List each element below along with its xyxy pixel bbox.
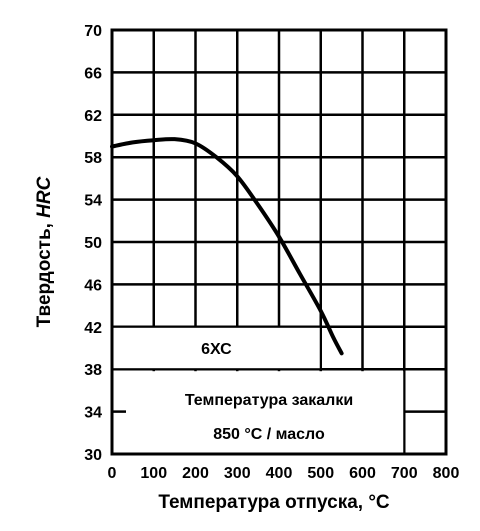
- x-axis-title: Температура отпуска, °С: [158, 492, 390, 513]
- x-tick-label-100: 100: [140, 465, 167, 482]
- x-tick-label-800: 800: [433, 465, 460, 482]
- x-tick-labels: 0 100 200 300 400 500 600 700 800: [108, 465, 460, 482]
- y-tick-label-70: 70: [84, 23, 102, 40]
- x-tick-label-300: 300: [224, 465, 251, 482]
- x-tick-label-400: 400: [266, 465, 293, 482]
- y-tick-label-58: 58: [84, 150, 102, 167]
- y-tick-label-34: 34: [84, 405, 102, 422]
- legend: 6ХС: [111, 325, 322, 371]
- y-axis-title-prefix: Твердость,: [34, 218, 55, 328]
- plot-frame: [110, 28, 448, 456]
- y-tick-label-30: 30: [84, 447, 102, 464]
- y-axis-title: Твердость, HRC: [34, 176, 55, 327]
- x-tick-label-700: 700: [391, 465, 418, 482]
- quench-note-line1: Температура закалки: [185, 392, 353, 409]
- x-tick-label-200: 200: [182, 465, 209, 482]
- y-tick-label-38: 38: [84, 362, 102, 379]
- legend-box: [111, 325, 322, 371]
- series-line-6xs: [110, 137, 344, 356]
- y-axis-title-unit: HRC: [34, 176, 55, 217]
- y-tick-label-50: 50: [84, 235, 102, 252]
- quench-note: Температура закалки 850 °С / масло: [114, 371, 404, 453]
- y-tick-label-46: 46: [84, 277, 102, 294]
- x-tick-label-500: 500: [307, 465, 334, 482]
- legend-label: 6ХС: [201, 341, 232, 358]
- series-layer: [110, 137, 344, 356]
- x-tick-label-600: 600: [349, 465, 376, 482]
- y-tick-label-54: 54: [84, 193, 102, 210]
- grid: [112, 30, 446, 454]
- y-tick-label-66: 66: [84, 65, 102, 82]
- y-tick-label-62: 62: [84, 108, 102, 125]
- x-tick-label-0: 0: [108, 465, 117, 482]
- y-tick-label-42: 42: [84, 320, 102, 337]
- y-tick-labels: 30 34 38 42 46 50 54 58 62 66 70: [84, 23, 102, 464]
- quench-note-box: [114, 371, 404, 453]
- quench-note-line2: 850 °С / масло: [213, 426, 325, 443]
